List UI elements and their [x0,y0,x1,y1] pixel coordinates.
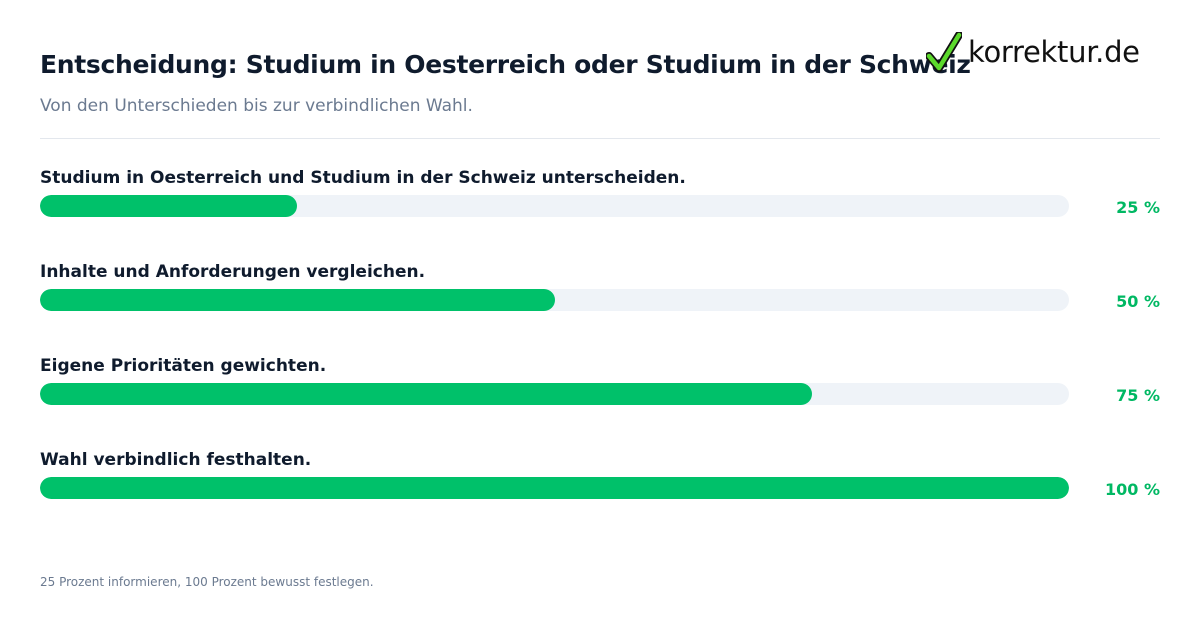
brand-logo: korrektur.de [926,30,1140,74]
bar-fill [40,477,1069,499]
bar-track [40,477,1069,499]
bar-track [40,289,1069,311]
bar-value-label: 75 % [1116,386,1160,405]
header-divider [40,138,1160,139]
bar-value-label: 50 % [1116,292,1160,311]
bar-track [40,195,1069,217]
bar-row: Studium in Oesterreich und Studium in de… [40,168,1160,228]
bar-fill [40,383,812,405]
bar-row: Inhalte und Anforderungen vergleichen. 50… [40,262,1160,322]
bar-value-label: 25 % [1116,198,1160,217]
footer-note: 25 Prozent informieren, 100 Prozent bewu… [40,575,374,589]
bar-row: Eigene Prioritäten gewichten. 75 % [40,356,1160,416]
bar-track [40,383,1069,405]
bar-label: Wahl verbindlich festhalten. [40,450,312,470]
bar-value-label: 100 % [1105,480,1160,499]
bar-fill [40,195,298,217]
bar-fill [40,289,555,311]
bar-label: Studium in Oesterreich und Studium in de… [40,168,686,188]
bar-row: Wahl verbindlich festhalten. 100 % [40,450,1160,510]
bar-label: Inhalte und Anforderungen vergleichen. [40,262,426,282]
checkmark-icon [926,32,962,72]
bar-label: Eigene Prioritäten gewichten. [40,356,327,376]
brand-logo-text: korrektur.de [968,35,1140,69]
chart-title: Entscheidung: Studium in Oesterreich ode… [40,50,971,79]
chart-subtitle: Von den Unterschieden bis zur verbindlic… [40,96,473,116]
